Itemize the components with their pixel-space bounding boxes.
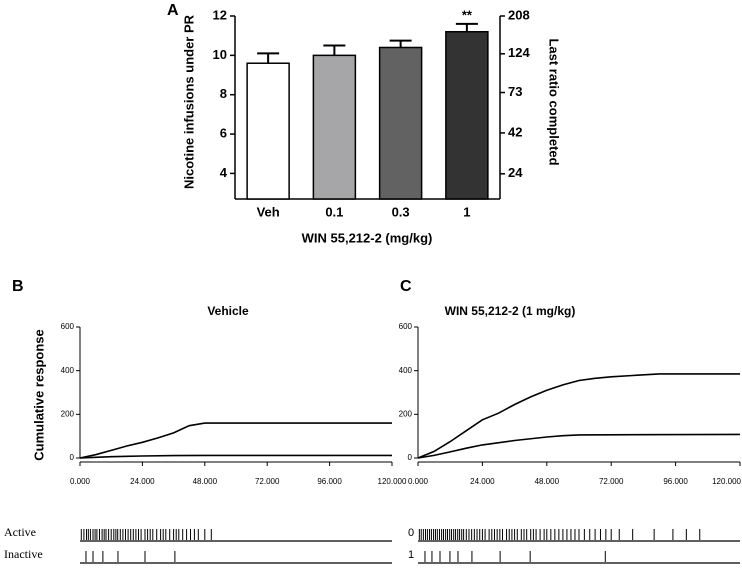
x-tick-label: 72.000 — [599, 477, 624, 486]
y-tick-label: 10 — [213, 47, 227, 62]
x-tick-label: 0.1 — [325, 204, 343, 219]
y2-axis-label: Last ratio completed — [547, 38, 562, 165]
bar — [312, 54, 357, 200]
x-tick-label: 48.000 — [193, 477, 218, 486]
panel-label: B — [12, 278, 24, 295]
y-tick-label: 200 — [61, 409, 75, 418]
x-tick-label: 0.000 — [408, 477, 429, 486]
line-series — [79, 454, 392, 459]
x-axis-label: WIN 55,212-2 (mg/kg) — [302, 230, 433, 245]
line-series — [417, 373, 740, 459]
raster-label: Active — [4, 525, 36, 539]
x-tick-label: 48.000 — [535, 477, 560, 486]
x-tick-label: 24.000 — [130, 477, 155, 486]
x-tick-label: 0.3 — [392, 204, 410, 219]
y2-tick-label: 24 — [508, 165, 523, 180]
y-tick-label: 8 — [220, 86, 227, 101]
y-tick-label: 0 — [408, 453, 413, 462]
bar — [378, 46, 423, 200]
line-series — [417, 433, 741, 459]
y-tick-label: 0 — [70, 453, 75, 462]
y-tick-label: 400 — [61, 366, 75, 375]
x-tick-label: Veh — [257, 204, 280, 219]
y-tick-label: 6 — [220, 126, 227, 141]
x-tick-label: 0.000 — [70, 477, 91, 486]
y-axis-label: Cumulative response — [31, 329, 46, 461]
y-tick-label: 600 — [399, 322, 413, 331]
panel-label: C — [400, 278, 412, 295]
x-tick-label: 24.000 — [470, 477, 495, 486]
annotation: ** — [462, 7, 473, 22]
x-tick-label: 1 — [463, 204, 470, 219]
x-tick-label: 96.000 — [317, 477, 342, 486]
x-tick-label: 72.000 — [255, 477, 280, 486]
y-axis-label: Nicotine infusions under PR — [181, 14, 196, 189]
raster-label: Inactive — [4, 547, 43, 561]
raster-label: 0 — [408, 527, 414, 539]
x-tick-label: 120.000 — [378, 477, 407, 486]
panel-label: A — [167, 2, 179, 19]
y-tick-label: 600 — [61, 322, 75, 331]
y-tick-label: 400 — [399, 366, 413, 375]
line-series — [79, 422, 392, 459]
y2-tick-label: 208 — [508, 7, 530, 22]
y-tick-label: 12 — [213, 7, 227, 22]
y-tick-label: 200 — [399, 409, 413, 418]
bar — [445, 30, 489, 200]
y2-tick-label: 73 — [508, 84, 522, 99]
bar — [246, 62, 290, 200]
x-tick-label: 120.000 — [712, 477, 741, 486]
y2-tick-label: 124 — [508, 45, 530, 60]
x-tick-label: 96.000 — [663, 477, 688, 486]
chart-title: Vehicle — [207, 304, 249, 318]
y-tick-label: 4 — [220, 165, 228, 180]
y2-tick-label: 42 — [508, 124, 522, 139]
chart-title: WIN 55,212-2 (1 mg/kg) — [445, 304, 576, 318]
raster-label: 1 — [408, 549, 414, 561]
